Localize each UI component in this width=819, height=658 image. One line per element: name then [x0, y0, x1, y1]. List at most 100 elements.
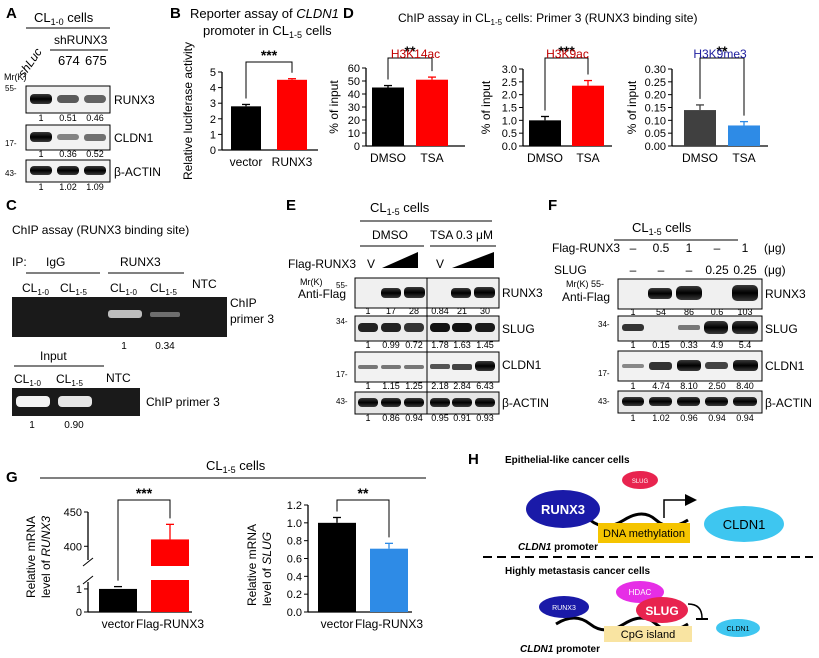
quant-value: 0.93	[476, 413, 494, 423]
band	[451, 288, 471, 298]
panel-d: D ChIP assay in CL1-5 cells: Primer 3 (R…	[327, 5, 768, 165]
quant-value: 0.6	[711, 307, 724, 317]
quant-value: 1	[29, 420, 35, 431]
gel-band	[108, 310, 142, 318]
band	[30, 166, 52, 175]
y-tick-label: 1.5	[502, 103, 517, 115]
flag-runx3-label: Flag-RUNX3	[288, 257, 356, 271]
y-tick-label: 1.0	[502, 115, 517, 127]
panel-a-cells-title: CL1-0 cells	[34, 10, 94, 27]
dna-methylation-label: DNA methylation	[603, 528, 685, 540]
marker-17: 17-	[336, 370, 348, 379]
panel-c-letter: C	[6, 197, 17, 214]
band	[452, 323, 472, 332]
quant-value: 1	[630, 413, 635, 423]
x-category-label: Flag-RUNX3	[136, 617, 204, 631]
band	[474, 287, 495, 298]
panel-h: H Epithelial-like cancer cells SLUG DNA …	[468, 451, 813, 655]
x-category-label: Flag-RUNX3	[355, 617, 423, 631]
significance-stars: ***	[261, 47, 278, 63]
band	[57, 134, 79, 140]
y-tick-label: 2.0	[502, 90, 517, 102]
y-axis-label: % of input	[625, 80, 639, 134]
y-tick-label: 2.5	[502, 77, 517, 89]
panel-g-cells-title: CL1-5 cells	[206, 458, 266, 475]
y-tick-label: 0.0	[287, 607, 302, 619]
panel-g: G CL1-5 cells Relative mRNA level of RUN…	[6, 458, 426, 631]
y-tick-label: 1.0	[287, 518, 302, 530]
runx3-ellipse	[526, 490, 600, 528]
chart-title: H3K9me3	[693, 47, 747, 61]
bar	[684, 110, 716, 146]
g-right-ylabel-1: Relative mRNA	[245, 524, 259, 606]
cldn1-small-ellipse	[716, 619, 760, 637]
chip-label: ChIP	[230, 296, 257, 310]
band	[733, 397, 757, 406]
band	[704, 321, 728, 334]
gel-band	[150, 312, 180, 317]
ip-label: IP:	[12, 255, 27, 269]
marker-43: 43-	[5, 169, 17, 178]
g-right-ylabel-2: level of SLUG	[260, 532, 274, 606]
quant-value: 2.50	[708, 381, 726, 391]
band	[475, 398, 495, 407]
dose-triangle	[452, 252, 494, 268]
h-promoter-label-bottom: CLDN1 promoter	[520, 644, 600, 655]
quant-e: 1 17 28 0.84 21 30 1 0.99 0.72 1.78 1.63 1.45 1 1.15 1…	[365, 306, 493, 423]
band	[678, 325, 700, 330]
clone-label-674: 674	[58, 53, 80, 68]
panel-e-cells-title: CL1-5 cells	[370, 200, 430, 217]
quant-value: 0.51	[59, 113, 77, 123]
band	[622, 324, 644, 331]
x-category-label: DMSO	[527, 151, 563, 165]
significance-stars: **	[405, 43, 416, 59]
runx3-small-ellipse	[539, 596, 589, 618]
panel-b-letter: B	[170, 5, 181, 22]
g-left-ylabel-1: Relative mRNA	[24, 516, 38, 598]
marker-55: 55-	[5, 84, 17, 93]
significance-bracket	[336, 499, 390, 538]
panel-c-title: ChIP assay (RUNX3 binding site)	[12, 223, 189, 237]
quant-value: 0.33	[680, 340, 698, 350]
bar	[572, 85, 604, 146]
panel-c: C ChIP assay (RUNX3 binding site) IP: Ig…	[6, 197, 274, 431]
quant-value: 30	[480, 306, 490, 316]
unit-label: (μg)	[764, 263, 786, 277]
band	[648, 288, 672, 299]
axis-break-mark	[82, 557, 94, 567]
slug-dose-value: –	[630, 263, 637, 277]
y-tick-label: 20	[348, 115, 360, 127]
vector-lane-label: V	[436, 257, 444, 271]
quant-value: 0.94	[736, 413, 754, 423]
y-tick-label: 0.30	[645, 64, 666, 76]
mr-label: Mr(K)	[300, 277, 323, 287]
quant-value: 86	[684, 307, 694, 317]
y-tick-label: 0.10	[645, 115, 666, 127]
y-axis-label: Relative luciferase activity	[181, 42, 195, 180]
panel-b: B Reporter assay of CLDN1 promoter in CL…	[170, 5, 339, 180]
bar	[231, 106, 261, 150]
blot-f-label-runx3: RUNX3	[765, 287, 806, 301]
anti-flag-label: Anti-Flag	[298, 287, 346, 301]
quant-value: 1	[38, 113, 43, 123]
quant-value: 1	[38, 149, 43, 159]
quant-value: 0.86	[382, 413, 400, 423]
runx3-small-label: RUNX3	[552, 605, 576, 612]
bar	[151, 580, 189, 612]
lane-label: CL1-5	[56, 372, 83, 388]
x-category-label: DMSO	[370, 151, 406, 165]
slug-dose-value: –	[658, 263, 665, 277]
band	[475, 361, 495, 371]
marker-34: 34-	[336, 317, 348, 326]
quant-value: 6.43	[476, 381, 494, 391]
panel-d-title: ChIP assay in CL1-5 cells: Primer 3 (RUN…	[398, 11, 697, 27]
lane-label: CL1-5	[150, 281, 177, 297]
lane-label: CL1-0	[110, 281, 137, 297]
band	[649, 362, 672, 370]
quant-value: 1	[630, 307, 635, 317]
significance-bracket	[544, 57, 589, 111]
band	[705, 397, 728, 406]
x-category-label: vector	[230, 155, 263, 169]
chart-g-slug: 0.0 0.2 0.4 0.6 0.8 1.0 1.2 vector Flag-RUNX3 **	[287, 485, 424, 631]
bar	[370, 548, 408, 612]
